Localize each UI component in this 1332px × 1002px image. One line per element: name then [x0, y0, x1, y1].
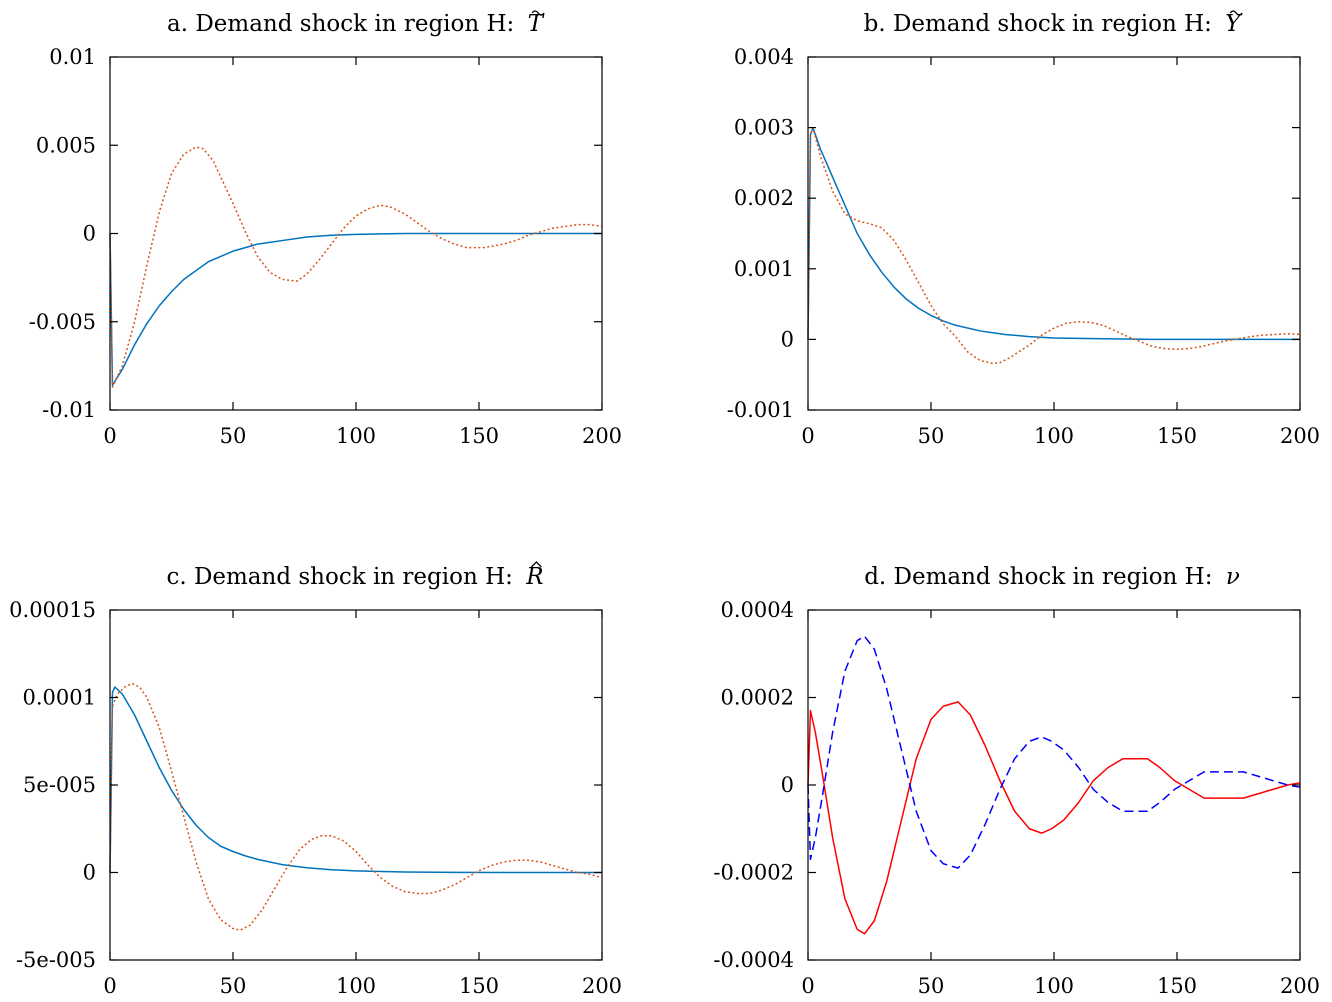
panel-c-ytick-label: 0.0001 — [23, 686, 96, 710]
panel-a-title-accent — [531, 10, 545, 16]
panel-c-title-text: c. Demand shock in region H: — [166, 564, 512, 590]
panel-c-ytick-label: 0.00015 — [9, 598, 96, 622]
panel-c-xtick-label: 200 — [582, 974, 622, 998]
panel-a-xtick-label: 50 — [220, 424, 247, 448]
panel-d-title-symbol: ν — [1226, 564, 1240, 590]
panel-b-ytick-label: 0 — [781, 327, 794, 351]
panel-d-ytick-label: 0.0004 — [721, 598, 794, 622]
panel-a-ytick-label: 0 — [83, 222, 96, 246]
panel-c-ytick-label: 5e-005 — [23, 773, 96, 797]
panel-a-series-1-line — [109, 232, 602, 387]
panel-c-xtick-label: 150 — [459, 974, 499, 998]
panel-b-title-accent — [1229, 10, 1243, 16]
panel-b-ytick-label: -0.001 — [727, 398, 794, 422]
panel-b-ytick-label: 0.004 — [734, 45, 794, 69]
panel-d-title: d. Demand shock in region H: ν — [864, 564, 1240, 590]
panel-a-xtick-label: 200 — [582, 424, 622, 448]
panel-a-ytick-label: -0.005 — [29, 310, 96, 334]
panel-a-series-2-line — [109, 146, 603, 388]
panel-a-title-text: a. Demand shock in region H: — [167, 11, 514, 37]
panel-c-xtick-label: 0 — [103, 974, 116, 998]
panel-a: a. Demand shock in region H: T -0.01-0.0… — [29, 11, 622, 448]
panel-d-ytick-label: -0.0002 — [713, 861, 794, 885]
panel-b-axes-frame — [807, 56, 1301, 411]
panel-d-ytick-label: -0.0004 — [713, 948, 794, 972]
panel-a-ytick-label: 0.005 — [36, 133, 96, 157]
panel-a-title-symbol: T — [528, 11, 545, 37]
panel-b-xtick-label: 0 — [801, 424, 814, 448]
panel-b-ytick-label: 0.001 — [734, 257, 794, 281]
panel-b-plot: -0.001 0 0.001 0.002 0.003 0.004 0 50 100 150 200 — [727, 45, 1320, 448]
panel-c-ytick-label: -5e-005 — [16, 948, 96, 972]
panel-c-xtick-label: 50 — [220, 974, 247, 998]
panel-b-title-symbol: Y — [1225, 11, 1243, 37]
panel-b-xtick-label: 150 — [1157, 424, 1197, 448]
panel-d-series-1-line — [807, 701, 1301, 935]
panel-d: d. Demand shock in region H: ν -0.0004-0… — [713, 564, 1320, 998]
panel-b-xtick-label: 100 — [1034, 424, 1074, 448]
panel-c: c. Demand shock in region H: R -5e-005 0 5… — [9, 564, 622, 998]
panel-a-xtick-label: 100 — [336, 424, 376, 448]
panel-d-series-2-line — [807, 635, 1301, 869]
panel-b: b. Demand shock in region H: Y -0.001 0 0.… — [727, 11, 1320, 448]
panel-b-ytick-label: 0.003 — [734, 116, 794, 140]
panel-d-axes-frame — [807, 609, 1301, 961]
panel-a-ytick-label: -0.01 — [42, 398, 96, 422]
panel-d-xtick-label: 0 — [801, 974, 814, 998]
panel-c-xtick-label: 100 — [336, 974, 376, 998]
panel-d-title-text: d. Demand shock in region H: — [864, 564, 1212, 590]
panel-d-xtick-label: 150 — [1157, 974, 1197, 998]
panel-c-plot: -5e-005 0 5e-005 0.0001 0.00015 0 50 100 150 200 — [9, 598, 622, 998]
panel-d-ytick-label: 0.0002 — [721, 686, 794, 710]
panel-c-axes-frame — [109, 609, 603, 961]
panel-c-series-2-line — [109, 682, 603, 931]
panel-d-xtick-label: 200 — [1280, 974, 1320, 998]
panel-c-series-1-line — [109, 686, 602, 874]
panel-c-ytick-label: 0 — [83, 861, 96, 885]
panel-a-plot: -0.01 -0.005 0 0.005 0.01 0 50 100 150 200 — [29, 45, 622, 448]
panel-c-title-symbol: R — [525, 564, 543, 590]
panel-d-plot: -0.0004 -0.0002 0 0.0002 0.0004 0 50 100 150 200 — [713, 598, 1320, 998]
panel-a-title: a. Demand shock in region H: T — [167, 11, 545, 37]
panel-b-series-2-line — [807, 126, 1301, 365]
panel-a-xtick-label: 0 — [103, 424, 116, 448]
panel-a-xtick-label: 150 — [459, 424, 499, 448]
panel-b-title: b. Demand shock in region H: Y — [864, 11, 1244, 37]
panel-b-series-1-line — [807, 126, 1300, 341]
panel-d-xtick-label: 50 — [918, 974, 945, 998]
panel-d-ytick-label: 0 — [781, 773, 794, 797]
panel-c-title: c. Demand shock in region H: R — [166, 564, 543, 590]
panel-b-ytick-label: 0.002 — [734, 186, 794, 210]
panel-c-title-accent — [530, 561, 542, 568]
panel-d-xtick-label: 100 — [1034, 974, 1074, 998]
panel-a-ytick-label: 0.01 — [49, 45, 96, 69]
panel-b-xtick-label: 50 — [918, 424, 945, 448]
panel-b-xtick-label: 200 — [1280, 424, 1320, 448]
panel-b-title-text: b. Demand shock in region H: — [864, 11, 1212, 37]
